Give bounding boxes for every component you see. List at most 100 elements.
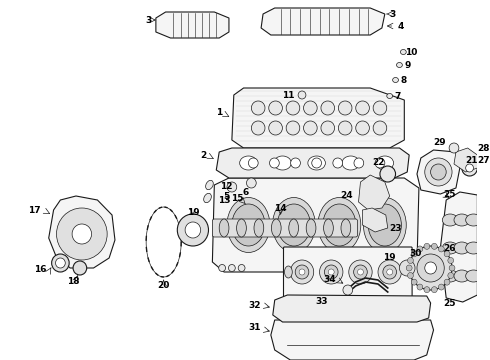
Circle shape <box>444 251 450 257</box>
Ellipse shape <box>368 204 401 246</box>
Text: 17: 17 <box>28 206 41 215</box>
Polygon shape <box>363 208 388 232</box>
Circle shape <box>444 279 450 285</box>
Text: 31: 31 <box>248 324 261 333</box>
Circle shape <box>269 101 282 115</box>
Circle shape <box>51 254 69 272</box>
Polygon shape <box>212 178 419 272</box>
Text: 25: 25 <box>443 300 456 309</box>
Circle shape <box>439 284 444 290</box>
Ellipse shape <box>323 219 333 237</box>
Polygon shape <box>273 295 431 322</box>
Circle shape <box>251 121 265 135</box>
Text: 22: 22 <box>372 158 384 166</box>
Circle shape <box>219 265 225 271</box>
Text: 10: 10 <box>405 48 417 57</box>
Circle shape <box>408 257 414 264</box>
Ellipse shape <box>285 266 292 278</box>
Circle shape <box>298 91 306 99</box>
Polygon shape <box>49 196 115 268</box>
Circle shape <box>424 287 430 293</box>
Text: 1: 1 <box>216 108 222 117</box>
Ellipse shape <box>387 94 392 99</box>
Text: 33: 33 <box>315 297 328 306</box>
Ellipse shape <box>254 219 264 237</box>
Circle shape <box>387 269 392 275</box>
Circle shape <box>248 158 258 168</box>
Ellipse shape <box>454 214 469 226</box>
Circle shape <box>354 265 368 279</box>
Text: 25: 25 <box>443 189 456 198</box>
Circle shape <box>417 284 423 290</box>
Polygon shape <box>232 88 404 148</box>
Polygon shape <box>417 150 460 194</box>
Ellipse shape <box>240 156 257 170</box>
Ellipse shape <box>274 156 291 170</box>
Circle shape <box>431 164 446 180</box>
Circle shape <box>406 265 412 271</box>
Text: 13: 13 <box>218 195 231 204</box>
Circle shape <box>185 222 201 238</box>
Text: 29: 29 <box>434 138 446 147</box>
Ellipse shape <box>442 270 458 282</box>
Polygon shape <box>261 8 385 35</box>
Circle shape <box>411 279 417 285</box>
Ellipse shape <box>442 214 458 226</box>
Polygon shape <box>359 175 390 210</box>
Text: 3: 3 <box>390 9 396 18</box>
Text: 19: 19 <box>187 207 199 216</box>
Circle shape <box>356 121 369 135</box>
Ellipse shape <box>466 242 481 254</box>
Circle shape <box>349 260 372 284</box>
Text: 6: 6 <box>243 188 248 197</box>
Text: 32: 32 <box>248 301 261 310</box>
Ellipse shape <box>318 198 361 252</box>
Circle shape <box>338 121 352 135</box>
Text: 9: 9 <box>404 60 411 69</box>
Circle shape <box>299 269 305 275</box>
Text: 12: 12 <box>220 181 233 190</box>
Text: 34: 34 <box>323 275 336 284</box>
Circle shape <box>431 243 437 249</box>
Circle shape <box>409 246 452 290</box>
Text: 8: 8 <box>400 76 407 85</box>
Text: 24: 24 <box>340 190 353 199</box>
Circle shape <box>425 158 452 186</box>
Circle shape <box>246 178 256 188</box>
Circle shape <box>238 265 245 271</box>
Circle shape <box>358 269 364 275</box>
Text: 27: 27 <box>477 156 490 165</box>
Ellipse shape <box>306 219 316 237</box>
Circle shape <box>56 208 107 260</box>
FancyBboxPatch shape <box>284 247 412 297</box>
Circle shape <box>333 158 343 168</box>
Ellipse shape <box>206 180 213 190</box>
Ellipse shape <box>400 50 406 54</box>
Circle shape <box>251 101 265 115</box>
Circle shape <box>373 121 387 135</box>
Circle shape <box>55 258 65 268</box>
Circle shape <box>72 224 92 244</box>
FancyBboxPatch shape <box>212 219 358 237</box>
Circle shape <box>286 101 300 115</box>
Ellipse shape <box>204 193 211 203</box>
Text: 11: 11 <box>282 90 294 99</box>
Circle shape <box>417 254 444 282</box>
Circle shape <box>411 251 417 257</box>
Circle shape <box>408 273 414 279</box>
Ellipse shape <box>227 198 270 252</box>
Ellipse shape <box>376 156 393 170</box>
Text: 2: 2 <box>200 150 207 159</box>
Circle shape <box>425 262 437 274</box>
Polygon shape <box>441 192 477 302</box>
Ellipse shape <box>289 219 298 237</box>
Circle shape <box>431 287 437 293</box>
Text: 26: 26 <box>443 243 456 252</box>
Text: 4: 4 <box>397 22 404 31</box>
Circle shape <box>462 160 477 176</box>
Circle shape <box>375 158 385 168</box>
Text: 5: 5 <box>223 192 229 201</box>
Circle shape <box>380 166 395 182</box>
Text: 14: 14 <box>274 203 287 212</box>
Ellipse shape <box>454 242 469 254</box>
